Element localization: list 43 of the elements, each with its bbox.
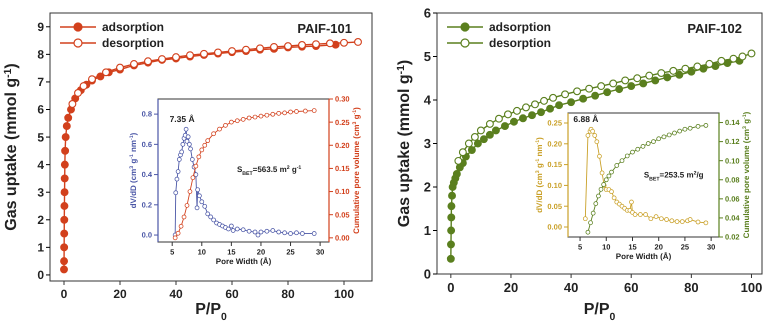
y-tick-label: 4 [424,92,432,108]
x-tick-label: 0 [447,280,454,295]
x-tick-label: 80 [684,280,699,295]
x-tick-label: 40 [564,280,578,295]
y-tick-label: 0 [424,266,431,282]
y-tick-label: 2 [424,180,431,195]
x-tick-label: 40 [169,287,183,301]
y-tick-label: 3 [37,185,44,200]
y-tick-label: 6 [37,102,44,117]
y-tick-label: 6 [424,6,431,21]
x-tick-label: 60 [225,287,239,301]
legend-label: adsorption [102,20,164,34]
y-tick-label: 1 [37,240,44,255]
legend-label: desorption [489,36,551,50]
x-axis-title: Pore Width (Å) [216,256,272,266]
x-tick-label: 100 [334,287,354,301]
legend-label: adsorption [489,20,551,34]
annotation: S$_{BET}$=563.5 m$^{2}$ g$^{-1}$ [236,164,302,177]
y-tick-label: 5 [37,130,44,144]
x-axis-title: Pore Width (Å) [616,251,672,261]
x-tick-label: 80 [281,287,295,301]
y-tick-label: 7 [37,75,44,90]
y-tick-label: 3 [424,136,431,152]
annotation: 6.88 Å [573,114,598,124]
x-tick-label: 100 [740,280,762,295]
y-tick-label: 4 [37,158,44,172]
x-tick-label: 20 [504,280,518,295]
x-axis-title: P/P$_{0}$ [584,301,616,322]
x-tick-label: 20 [113,287,127,301]
x-tick-label: 0 [60,287,68,301]
y-tick-label: 5 [424,49,431,64]
x-tick-label: 60 [624,280,638,295]
text: PAIF-102 [687,21,742,36]
y-tick-label: 0 [37,268,44,282]
annotation: S$_{BET}$=253.5 m$^{2}$/g [644,170,704,182]
x-axis-title: P/P$_{0}$ [195,301,228,322]
y-tick-label: 1 [424,223,431,238]
legend-label: desorption [102,36,164,50]
y-tick-label: 8 [37,48,44,62]
y-tick-label: 2 [37,212,44,227]
y-tick-label: 9 [37,20,44,34]
annotation: 7.35 Å [170,114,195,124]
text: PAIF-101 [297,21,352,36]
